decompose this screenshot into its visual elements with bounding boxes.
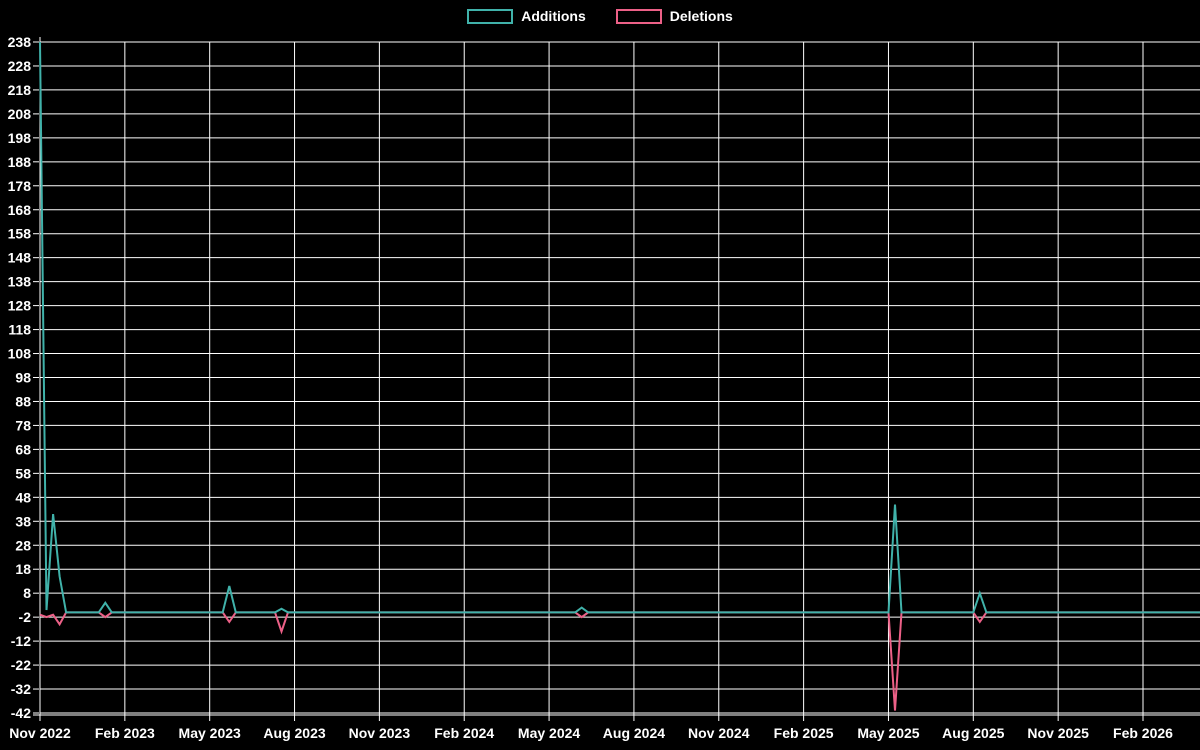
y-tick-label: 68: [15, 441, 31, 457]
x-tick-label: Aug 2025: [942, 725, 1004, 741]
y-tick-label: 58: [15, 465, 31, 481]
y-tick-label: 158: [8, 226, 32, 242]
legend-item-additions[interactable]: Additions: [467, 8, 586, 24]
x-tick-label: Aug 2023: [263, 725, 325, 741]
chart-legend: Additions Deletions: [0, 6, 1200, 26]
y-tick-label: 8: [23, 585, 31, 601]
y-tick-label: 198: [8, 130, 32, 146]
legend-label-deletions: Deletions: [669, 8, 733, 24]
legend-label-additions: Additions: [521, 8, 586, 24]
y-tick-label: 78: [15, 417, 31, 433]
x-tick-label: Feb 2023: [95, 725, 155, 741]
y-tick-label: 228: [8, 58, 32, 74]
x-tick-label: Nov 2024: [688, 725, 750, 741]
x-tick-label: Feb 2025: [774, 725, 834, 741]
y-tick-label: 118: [8, 322, 31, 338]
y-tick-label: 98: [15, 370, 31, 386]
legend-item-deletions[interactable]: Deletions: [615, 8, 733, 24]
x-tick-label: May 2024: [518, 725, 580, 741]
y-tick-label: 18: [15, 561, 31, 577]
y-tick-label: 188: [8, 154, 32, 170]
y-tick-label: 178: [8, 178, 32, 194]
additions-line-series: [39, 41, 1200, 614]
y-tick-label: -2: [19, 609, 32, 625]
y-tick-label: 138: [8, 274, 32, 290]
y-tick-label: 238: [8, 34, 32, 50]
y-tick-label: 48: [15, 489, 31, 505]
x-tick-label: Nov 2023: [349, 725, 411, 741]
x-tick-label: Feb 2024: [434, 725, 494, 741]
x-tick-label: May 2023: [179, 725, 241, 741]
y-tick-label: 38: [15, 513, 31, 529]
deletions-swatch-icon: [615, 8, 662, 24]
y-tick-label: 128: [8, 298, 32, 314]
additions-swatch-icon: [467, 8, 514, 24]
deletions-line-series: [39, 611, 1200, 711]
y-tick-label: -42: [11, 705, 31, 721]
y-tick-label: -12: [11, 633, 31, 649]
y-tick-label: 218: [8, 82, 32, 98]
x-tick-label: May 2025: [857, 725, 919, 741]
y-tick-label: -32: [11, 681, 31, 697]
y-tick-label: -22: [11, 657, 31, 673]
y-tick-label: 168: [8, 202, 32, 218]
x-tick-label: Aug 2024: [603, 725, 665, 741]
y-tick-label: 108: [8, 346, 32, 362]
x-tick-label: Feb 2026: [1113, 725, 1173, 741]
y-tick-label: 148: [8, 250, 32, 266]
y-tick-label: 208: [8, 106, 32, 122]
y-tick-label: 28: [15, 537, 31, 553]
y-tick-label: 88: [15, 393, 31, 409]
x-tick-label: Nov 2022: [9, 725, 71, 741]
x-tick-label: Nov 2025: [1027, 725, 1089, 741]
